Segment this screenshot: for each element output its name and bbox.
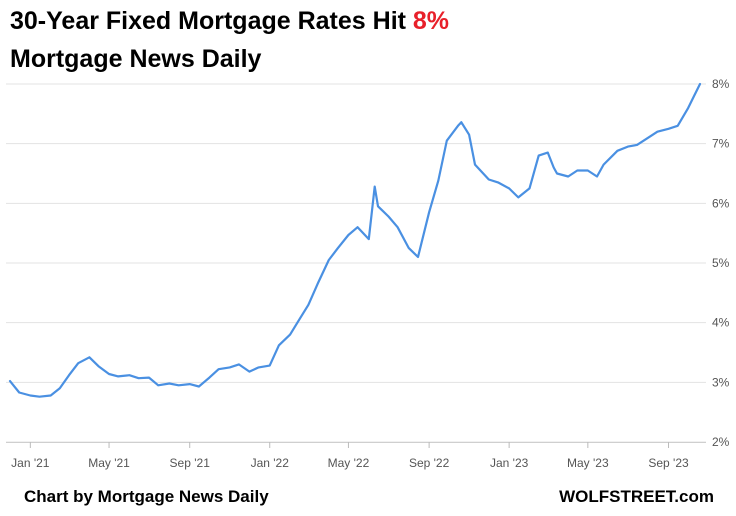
grid-lines — [6, 83, 706, 443]
title-text: 30-Year Fixed Mortgage Rates Hit — [10, 7, 413, 35]
series-group — [8, 82, 702, 398]
y-tick-label: 2% — [712, 435, 730, 449]
chart-subtitle: Mortgage News Daily — [10, 45, 262, 73]
x-tick-label: Jan '22 — [251, 456, 290, 470]
y-tick-label: 6% — [712, 196, 730, 210]
x-tick-label: May '22 — [328, 456, 370, 470]
x-tick-label: May '23 — [567, 456, 609, 470]
x-tick-label: Sep '22 — [409, 456, 450, 470]
y-tick-label: 3% — [712, 375, 730, 389]
x-tick-label: May '21 — [88, 456, 130, 470]
y-tick-label: 8% — [712, 77, 730, 91]
chart-title: 30-Year Fixed Mortgage Rates Hit 8% — [10, 6, 449, 37]
x-tick-label: Sep '21 — [170, 456, 211, 470]
x-tick-label: Jan '23 — [490, 456, 529, 470]
series-line-mortgage-rate — [8, 82, 702, 398]
x-tick-label: Sep '23 — [648, 456, 689, 470]
chart-credit: Chart by Mortgage News Daily — [24, 487, 269, 506]
brand-name: WOLFSTREET.com — [559, 487, 714, 506]
x-tick-label: Jan '21 — [11, 456, 50, 470]
x-axis: Jan '21 May '21 Sep '21 Jan '22 May '22 Sep '… — [6, 442, 706, 470]
y-tick-label: 5% — [712, 256, 730, 270]
y-axis-labels: 2% 3% 4% 5% 6% 7% 8% — [712, 77, 730, 449]
title-highlight: 8% — [412, 7, 450, 35]
y-tick-label: 4% — [712, 316, 730, 330]
y-tick-label: 7% — [712, 137, 730, 151]
